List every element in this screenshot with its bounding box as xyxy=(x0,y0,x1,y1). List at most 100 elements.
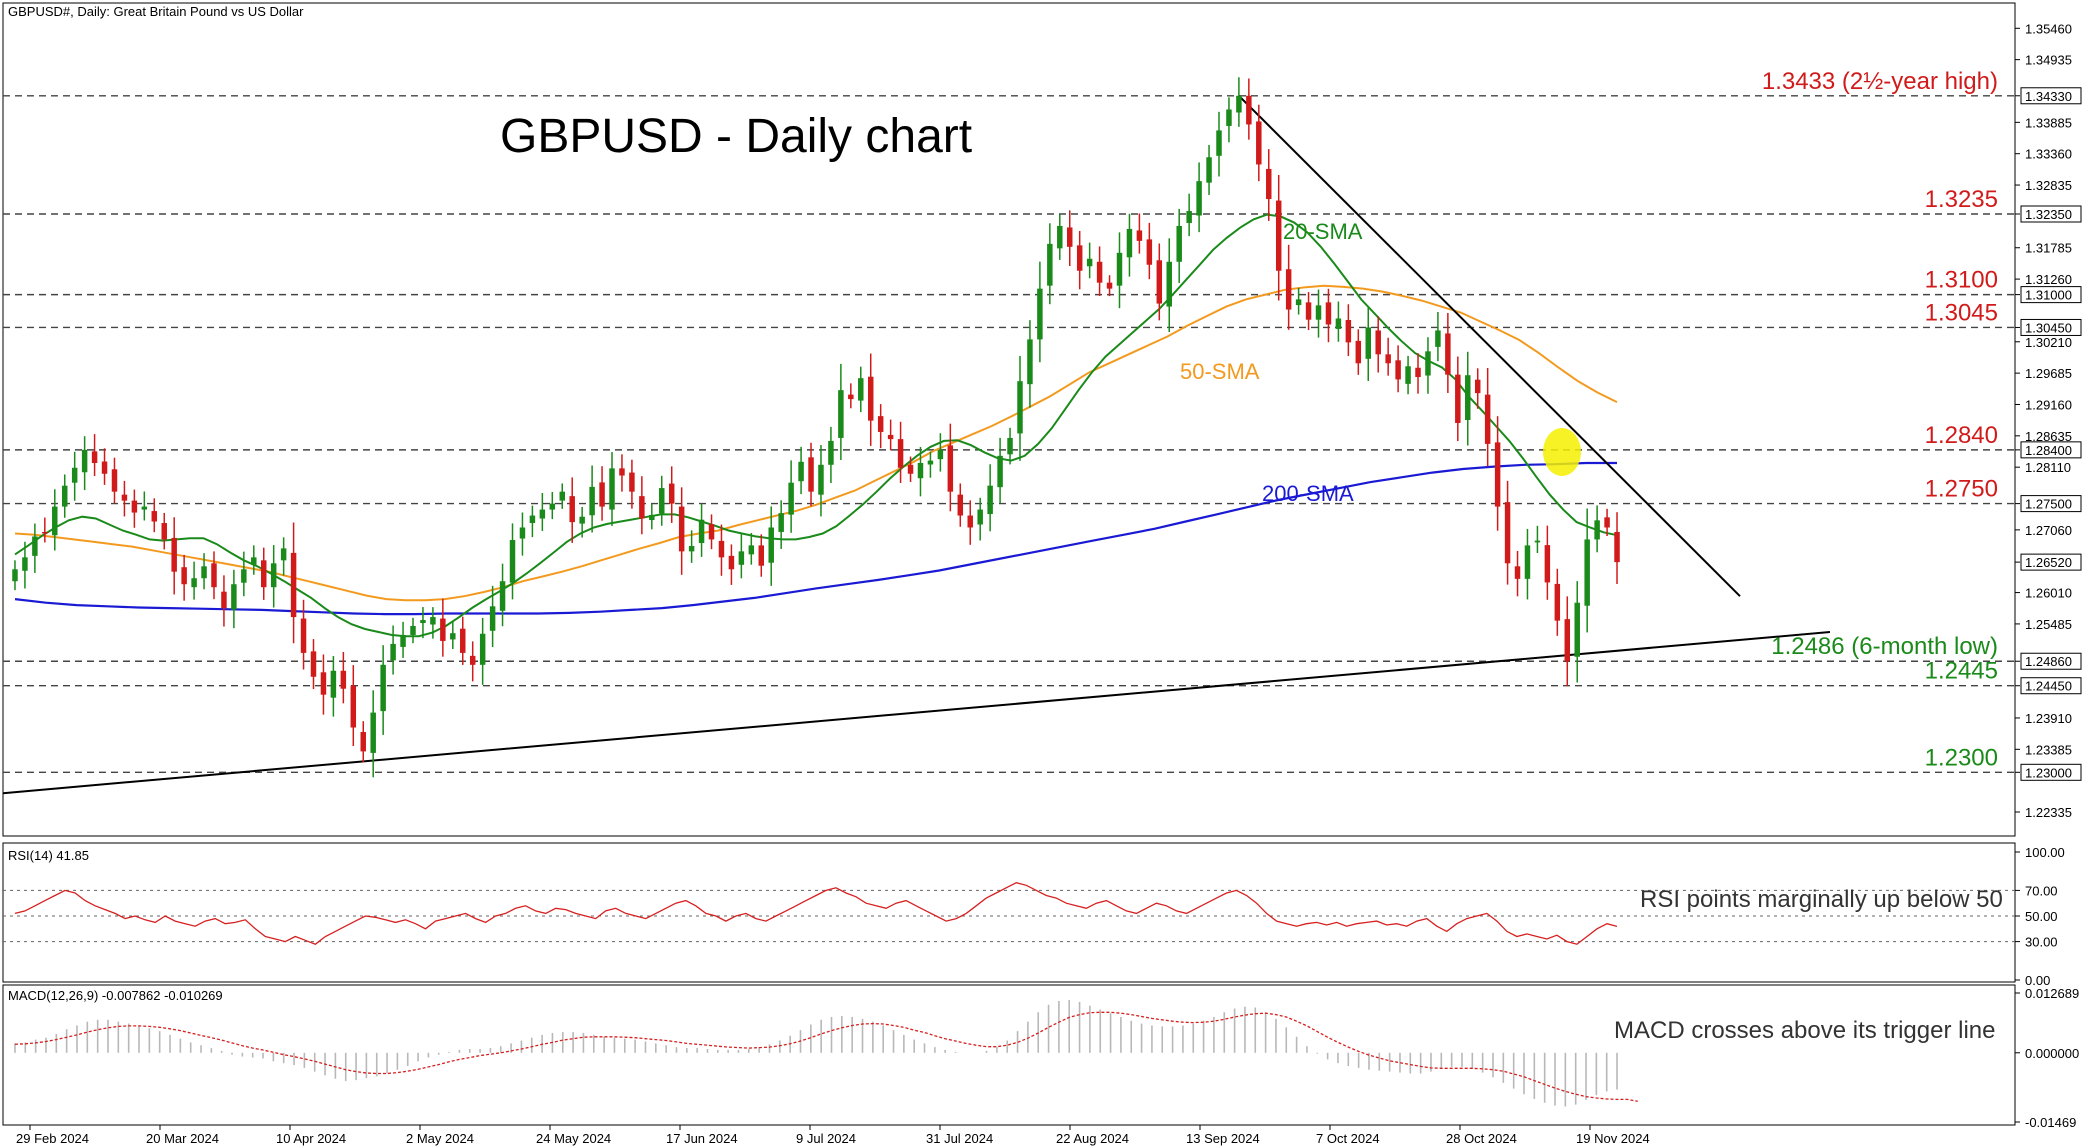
candle-body xyxy=(1126,228,1133,258)
y-tick-label: 1.23910 xyxy=(2025,711,2072,726)
candle-body xyxy=(1156,260,1163,304)
candle-body xyxy=(1534,540,1541,543)
candle-body xyxy=(1594,520,1600,540)
candle-body xyxy=(917,462,924,479)
candle-body xyxy=(589,486,595,516)
x-tick-label: 31 Jul 2024 xyxy=(926,1131,993,1146)
chart-title: GBPUSD - Daily chart xyxy=(500,110,972,163)
candle-body xyxy=(728,555,735,570)
candle-body xyxy=(141,506,148,510)
candle-body xyxy=(569,496,575,523)
candle-body xyxy=(430,617,436,625)
candle-body xyxy=(390,643,396,661)
candle-body xyxy=(469,655,476,665)
y-tick-label: 1.29160 xyxy=(2025,397,2072,412)
candle-body xyxy=(1086,258,1093,267)
y-tick-label: 1.31260 xyxy=(2025,272,2072,287)
level-label: 1.2750 xyxy=(1925,476,1998,503)
candle-body xyxy=(718,540,725,558)
candle-body xyxy=(1206,157,1212,183)
y-tick-label: 1.27500 xyxy=(2025,497,2072,512)
x-tick-label: 24 May 2024 xyxy=(536,1131,611,1146)
macd-panel: 0.012689 0.000000 -0.01469 xyxy=(14,986,2079,1130)
candlesticks xyxy=(12,77,1620,778)
y-tick-label: 1.28110 xyxy=(2025,460,2071,475)
x-tick-label: 22 Aug 2024 xyxy=(1056,1131,1129,1146)
candle-body xyxy=(877,416,884,432)
candle-body xyxy=(1256,121,1262,165)
candle-body xyxy=(320,672,327,695)
candle-body xyxy=(1007,437,1013,455)
rsi-tick-label: 30.00 xyxy=(2025,935,2058,950)
candle-body xyxy=(151,511,158,522)
sma20-line xyxy=(14,213,1618,638)
y-tick-highlight xyxy=(2020,318,2082,336)
y-tick-label: 1.27060 xyxy=(2025,523,2072,538)
candle-body xyxy=(808,457,814,492)
ma-label: 20-SMA xyxy=(1283,219,1363,244)
candle-body xyxy=(340,670,347,689)
candle-body xyxy=(290,552,297,618)
candle-body xyxy=(1315,305,1322,320)
x-tick-label: 17 Jun 2024 xyxy=(666,1131,738,1146)
y-tick-label: 1.35460 xyxy=(2025,21,2072,36)
candle-body xyxy=(1017,381,1023,434)
candle-body xyxy=(708,524,715,540)
y-tick-label: 1.30210 xyxy=(2025,335,2072,350)
candle-body xyxy=(1047,243,1053,286)
candle-body xyxy=(330,670,337,698)
candle-body xyxy=(1106,282,1113,289)
candle-body xyxy=(1027,339,1033,385)
rising-trendline xyxy=(2,630,1831,795)
candle-body xyxy=(181,567,187,585)
candle-body xyxy=(1186,211,1192,223)
level-label: 1.3433 (2½-year high) xyxy=(1762,68,1998,95)
y-tick-label: 1.28400 xyxy=(2025,443,2072,458)
candle-body xyxy=(121,494,128,501)
candle-body xyxy=(1375,330,1381,355)
candle-body xyxy=(1544,545,1551,583)
candle-body xyxy=(549,503,556,510)
candle-body xyxy=(1474,379,1481,394)
candle-body xyxy=(1285,269,1292,310)
candle-body xyxy=(380,664,386,712)
candle-body xyxy=(1226,109,1232,126)
candle-body xyxy=(798,461,804,482)
rsi-tick-label: 70.00 xyxy=(2025,883,2058,898)
candle-body xyxy=(420,620,426,624)
y-tick-label: 1.29685 xyxy=(2025,366,2072,381)
level-label: 1.2445 xyxy=(1925,658,1998,685)
candle-body xyxy=(211,563,217,588)
candle-body xyxy=(1514,566,1521,579)
candle-body xyxy=(1146,239,1153,265)
candle-body xyxy=(1076,245,1083,271)
candle-body xyxy=(231,584,237,610)
candle-body xyxy=(101,461,108,474)
candle-body xyxy=(489,606,496,631)
candle-body xyxy=(778,513,784,532)
candle-body xyxy=(738,551,745,565)
candle-body xyxy=(201,566,207,579)
candle-body xyxy=(350,685,357,728)
candle-body xyxy=(1395,360,1401,380)
y-tick-label: 1.23385 xyxy=(2025,742,2072,757)
candle-body xyxy=(1037,288,1043,340)
candle-body xyxy=(251,557,257,565)
candle-body xyxy=(360,731,366,752)
candle-body xyxy=(668,483,675,504)
x-tick-label: 28 Oct 2024 xyxy=(1446,1131,1517,1146)
instrument-header: GBPUSD#, Daily: Great Britain Pound vs U… xyxy=(8,4,304,19)
candle-body xyxy=(897,439,904,468)
candle-body xyxy=(261,560,267,588)
candle-body xyxy=(649,514,655,521)
candle-body xyxy=(1325,302,1332,325)
rsi-panel: 100.00 70.00 50.00 30.00 0.00 xyxy=(3,845,2065,988)
candle-body xyxy=(1455,374,1461,423)
candle-body xyxy=(609,468,615,510)
macd-annotation: MACD crosses above its trigger line xyxy=(1614,1017,1995,1044)
candle-body xyxy=(300,618,307,653)
candle-body xyxy=(519,527,526,539)
candle-body xyxy=(818,464,824,495)
candle-body xyxy=(1166,261,1172,307)
